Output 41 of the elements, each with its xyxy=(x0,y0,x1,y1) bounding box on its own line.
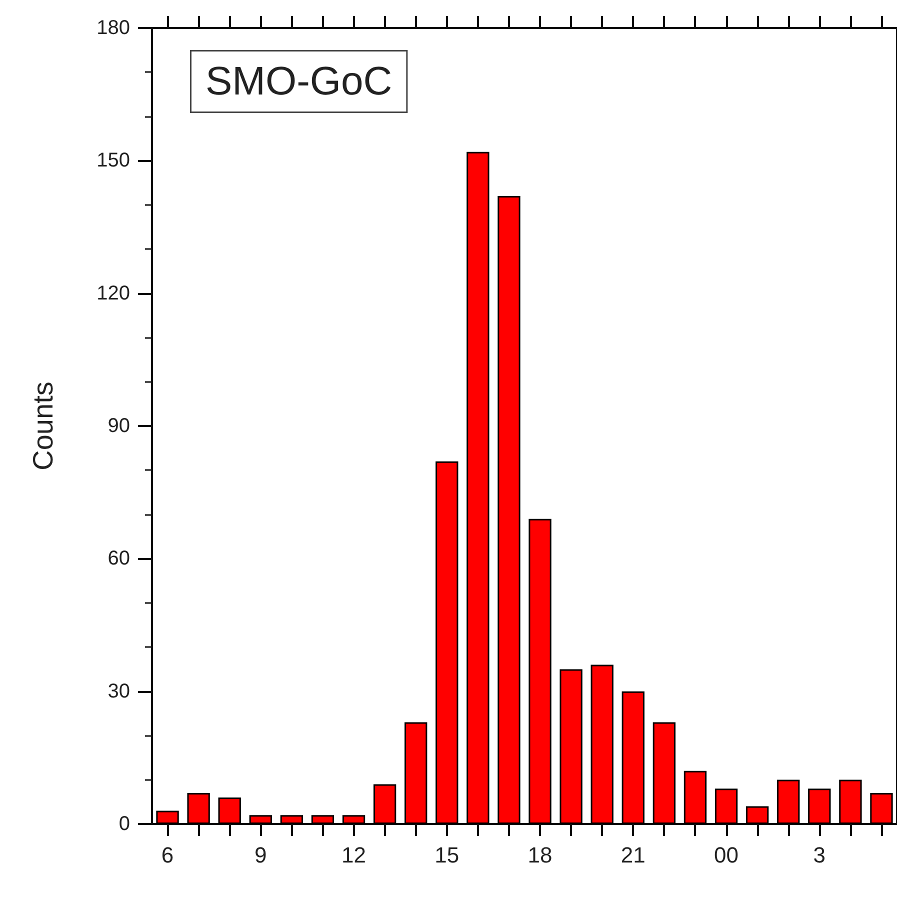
y-axis-title: Counts xyxy=(28,382,58,470)
bar xyxy=(342,815,366,824)
annotation: SMO-GoC xyxy=(206,60,392,104)
x-tick-label: 6 xyxy=(161,842,174,868)
bar xyxy=(187,793,210,824)
bar xyxy=(590,664,614,824)
bar xyxy=(311,815,334,824)
bar xyxy=(498,196,520,824)
bar xyxy=(839,780,862,824)
bar xyxy=(808,788,831,824)
y-tick-label: 0 xyxy=(118,813,130,835)
x-tick-label: 9 xyxy=(254,842,267,868)
bar xyxy=(777,780,800,824)
y-tick-label: 60 xyxy=(108,548,130,570)
bar xyxy=(373,784,396,824)
bar xyxy=(156,810,179,824)
y-tick-label: 180 xyxy=(96,17,130,39)
y-tick-label: 150 xyxy=(96,150,130,172)
x-tick-label: 18 xyxy=(528,842,552,868)
bar xyxy=(280,815,304,824)
bar xyxy=(436,461,458,824)
y-tick-label: 90 xyxy=(108,415,130,437)
bar xyxy=(684,770,707,824)
x-tick-label: 15 xyxy=(434,842,460,868)
bar xyxy=(714,788,738,824)
x-tick-label: 00 xyxy=(714,842,739,868)
bar xyxy=(528,518,552,824)
bar xyxy=(870,793,893,824)
x-tick-label: 12 xyxy=(342,842,366,868)
x-tick-label: 21 xyxy=(620,842,646,868)
y-tick-label: 30 xyxy=(108,680,130,702)
bar xyxy=(218,797,241,824)
bar xyxy=(652,722,676,824)
bar xyxy=(746,806,769,824)
bar xyxy=(249,815,272,824)
bar xyxy=(404,722,428,824)
bar xyxy=(560,669,582,824)
bar xyxy=(466,152,490,824)
x-tick-label: 3 xyxy=(813,842,826,868)
y-tick-label: 120 xyxy=(96,282,130,304)
bar xyxy=(622,691,644,824)
